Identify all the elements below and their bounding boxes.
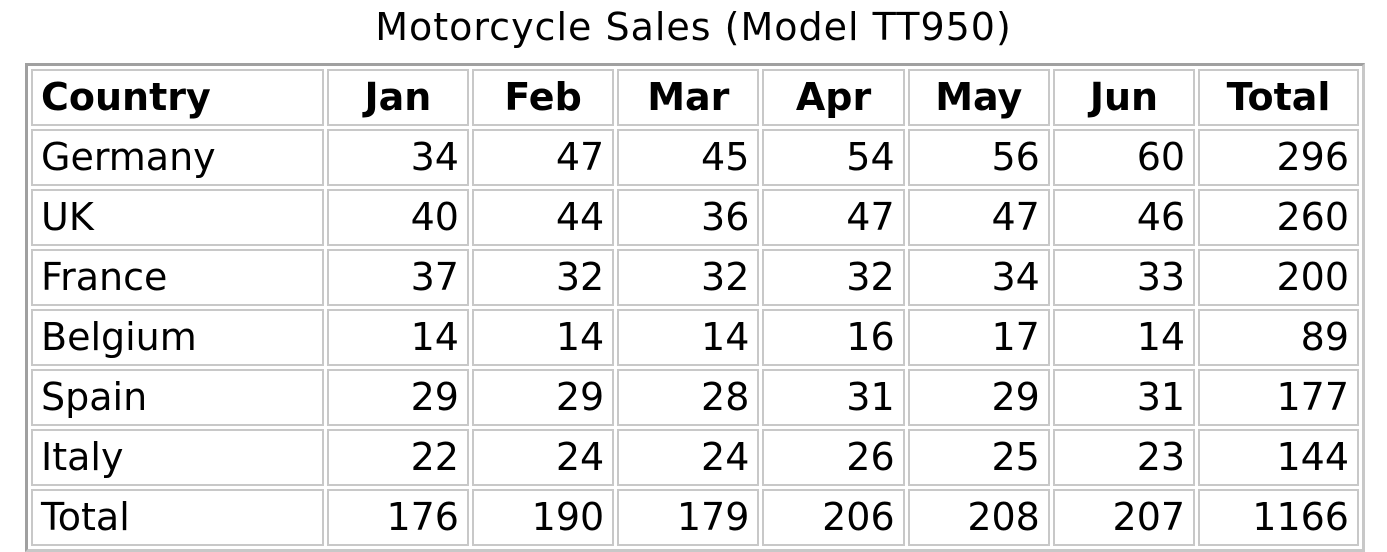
table-cell-jan: 22 [326, 429, 469, 486]
table-cell-mar: 179 [617, 489, 760, 546]
table-cell-country: Italy [31, 429, 324, 486]
table-cell-mar: 14 [617, 309, 760, 366]
table-cell-feb: 190 [471, 489, 615, 546]
table-cell-jan: 14 [326, 309, 469, 366]
table-cell-may: 34 [907, 249, 1050, 306]
table-row: France 37 32 32 32 34 33 200 [31, 249, 1359, 306]
table-cell-total: 177 [1198, 369, 1359, 426]
table-cell-jun: 23 [1052, 429, 1196, 486]
table-cell-apr: 16 [762, 309, 905, 366]
table-cell-total: 296 [1198, 129, 1359, 186]
table-cell-feb: 47 [471, 129, 615, 186]
table-cell-jan: 29 [326, 369, 469, 426]
table-cell-apr: 31 [762, 369, 905, 426]
table-cell-country: Belgium [31, 309, 324, 366]
table-cell-apr: 206 [762, 489, 905, 546]
table-cell-jan: 37 [326, 249, 469, 306]
table-cell-may: 56 [907, 129, 1050, 186]
table-cell-total: 1166 [1198, 489, 1359, 546]
table-cell-jan: 34 [326, 129, 469, 186]
table-cell-mar: 45 [617, 129, 760, 186]
table-cell-country: Spain [31, 369, 324, 426]
column-header-feb: Feb [471, 69, 615, 126]
sales-table: Country Jan Feb Mar Apr May Jun Total Ge… [25, 63, 1365, 552]
table-cell-may: 47 [907, 189, 1050, 246]
table-cell-jun: 14 [1052, 309, 1196, 366]
table-cell-mar: 32 [617, 249, 760, 306]
table-cell-jun: 60 [1052, 129, 1196, 186]
table-cell-total: 260 [1198, 189, 1359, 246]
table-cell-country: Germany [31, 129, 324, 186]
column-header-apr: Apr [762, 69, 905, 126]
table-cell-feb: 29 [471, 369, 615, 426]
table-cell-jun: 33 [1052, 249, 1196, 306]
table-row: Germany 34 47 45 54 56 60 296 [31, 129, 1359, 186]
column-header-jun: Jun [1052, 69, 1196, 126]
table-cell-jun: 207 [1052, 489, 1196, 546]
table-row: Belgium 14 14 14 16 17 14 89 [31, 309, 1359, 366]
table-cell-total: 200 [1198, 249, 1359, 306]
table-cell-total: 89 [1198, 309, 1359, 366]
table-cell-may: 17 [907, 309, 1050, 366]
table-row: Italy 22 24 24 26 25 23 144 [31, 429, 1359, 486]
table-cell-mar: 28 [617, 369, 760, 426]
column-header-jan: Jan [326, 69, 469, 126]
table-cell-apr: 47 [762, 189, 905, 246]
column-header-country: Country [31, 69, 324, 126]
table-body: Germany 34 47 45 54 56 60 296 UK 40 44 36 47 47 46 260 F… [31, 129, 1359, 546]
table-cell-jun: 46 [1052, 189, 1196, 246]
table-cell-total: 144 [1198, 429, 1359, 486]
table-cell-may: 208 [907, 489, 1050, 546]
table-title: Motorcycle Sales (Model TT950) [375, 5, 1012, 49]
table-cell-mar: 24 [617, 429, 760, 486]
table-cell-jan: 176 [326, 489, 469, 546]
column-header-mar: Mar [617, 69, 760, 126]
table-cell-jun: 31 [1052, 369, 1196, 426]
table-cell-country: France [31, 249, 324, 306]
table-row: Spain 29 29 28 31 29 31 177 [31, 369, 1359, 426]
table-cell-mar: 36 [617, 189, 760, 246]
column-header-may: May [907, 69, 1050, 126]
table-cell-jan: 40 [326, 189, 469, 246]
table-cell-feb: 14 [471, 309, 615, 366]
table-cell-apr: 26 [762, 429, 905, 486]
table-cell-apr: 32 [762, 249, 905, 306]
table-cell-apr: 54 [762, 129, 905, 186]
table-cell-country: Total [31, 489, 324, 546]
table-cell-may: 25 [907, 429, 1050, 486]
table-cell-may: 29 [907, 369, 1050, 426]
table-cell-feb: 24 [471, 429, 615, 486]
table-row: Total 176 190 179 206 208 207 1166 [31, 489, 1359, 546]
table-cell-feb: 32 [471, 249, 615, 306]
column-header-total: Total [1198, 69, 1359, 126]
table-cell-country: UK [31, 189, 324, 246]
table-cell-feb: 44 [471, 189, 615, 246]
header-row: Country Jan Feb Mar Apr May Jun Total [31, 69, 1359, 126]
table-row: UK 40 44 36 47 47 46 260 [31, 189, 1359, 246]
